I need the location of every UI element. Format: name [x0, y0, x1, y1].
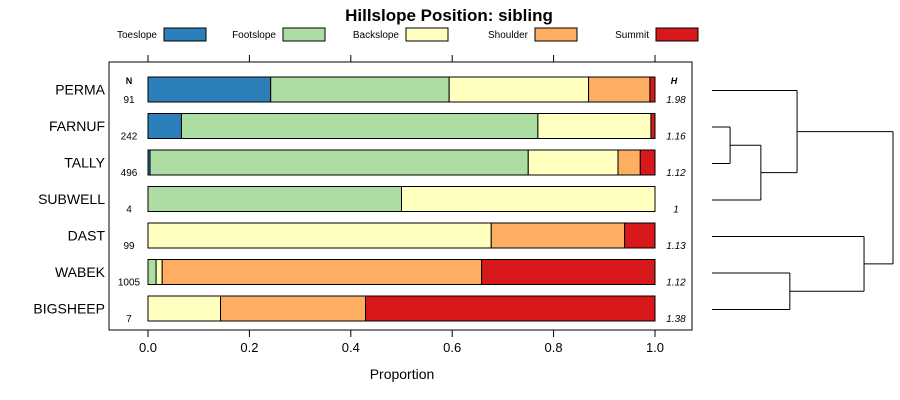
legend-label-backslope: Backslope: [353, 30, 400, 41]
n-value-subwell: 4: [126, 205, 132, 216]
x-axis: 0.0 0.2 0.4 0.6 0.8 1.0: [139, 55, 664, 355]
x-tick-label: 0.0: [139, 340, 157, 355]
bar-segment-dast-shoulder: [490, 222, 626, 249]
n-value-perma: 91: [123, 95, 135, 106]
bar-segment-subwell-footslope: [147, 186, 402, 212]
bar-segment-subwell-backslope: [401, 186, 656, 212]
bar-segment-wabek-summit: [481, 259, 656, 285]
chart-title: Hillslope Position: sibling: [345, 6, 553, 25]
legend-swatch-footslope: [282, 27, 326, 42]
bar-segment-wabek-backslope: [155, 259, 163, 285]
bar-segment-bigsheep-summit: [365, 295, 656, 322]
n-column-header: N: [126, 76, 133, 86]
x-tick-label: 0.4: [342, 340, 360, 355]
row-label-farnuf: FARNUF: [49, 118, 105, 134]
n-value-farnuf: 242: [121, 132, 138, 143]
legend-label-summit: Summit: [615, 30, 649, 41]
legend-label-toeslope: Toeslope: [117, 30, 157, 41]
bar-segment-dast-summit: [624, 222, 656, 249]
bar-segment-perma-footslope: [270, 76, 450, 103]
x-tick-label: 0.8: [545, 340, 563, 355]
h-value-bigsheep: 1.38: [666, 314, 686, 325]
bar-segment-tally-summit: [639, 149, 656, 176]
n-value-bigsheep: 7: [126, 314, 132, 325]
x-axis-label: Proportion: [370, 366, 435, 382]
bar-rows: PERMA 91 1.98 FARNUF 242 1.16 TALLY 496 1.12 SUBW…: [33, 76, 686, 325]
bar-segment-wabek-footslope: [147, 259, 157, 285]
plot-frame: [108, 61, 693, 331]
n-value-wabek: 1005: [118, 278, 141, 289]
legend-swatch-summit: [655, 27, 699, 42]
bar-segment-dast-backslope: [147, 222, 492, 249]
h-value-subwell: 1: [673, 205, 679, 216]
bar-segment-perma-backslope: [448, 76, 590, 103]
legend-swatch-backslope: [405, 27, 449, 42]
h-value-wabek: 1.12: [666, 278, 686, 289]
bar-segment-tally-backslope: [527, 149, 619, 176]
bar-segment-farnuf-backslope: [537, 113, 652, 139]
x-tick-label: 0.2: [240, 340, 258, 355]
n-value-tally: 496: [121, 168, 138, 179]
bar-segment-perma-toeslope: [147, 76, 272, 103]
bar-segment-bigsheep-backslope: [147, 295, 222, 322]
bar-segment-perma-shoulder: [588, 76, 651, 103]
legend-label-shoulder: Shoulder: [488, 30, 529, 41]
bar-segment-tally-footslope: [149, 149, 529, 176]
x-tick-label: 0.6: [443, 340, 461, 355]
h-column-header: H: [671, 76, 678, 86]
bar-segment-bigsheep-shoulder: [220, 295, 367, 322]
x-tick-label: 1.0: [646, 340, 664, 355]
h-value-perma: 1.98: [666, 95, 686, 106]
row-label-dast: DAST: [68, 228, 106, 244]
n-value-dast: 99: [123, 241, 135, 252]
row-label-tally: TALLY: [64, 155, 105, 171]
bar-segment-farnuf-summit: [650, 113, 656, 139]
legend-label-footslope: Footslope: [232, 30, 276, 41]
legend-swatch-toeslope: [163, 27, 207, 42]
dendrogram: [712, 90, 894, 310]
row-label-bigsheep: BIGSHEEP: [33, 301, 105, 317]
row-label-subwell: SUBWELL: [38, 191, 105, 207]
bar-segment-farnuf-footslope: [180, 113, 539, 139]
bar-segment-farnuf-toeslope: [147, 113, 182, 139]
h-value-tally: 1.12: [666, 168, 686, 179]
legend-swatch-shoulder: [534, 27, 578, 42]
bar-segment-perma-summit: [649, 76, 656, 103]
bar-segment-wabek-shoulder: [161, 259, 483, 285]
bar-segment-tally-shoulder: [617, 149, 641, 176]
row-label-wabek: WABEK: [55, 264, 106, 280]
legend: Toeslope Footslope Backslope Shoulder Summit: [117, 27, 699, 42]
h-value-farnuf: 1.16: [666, 132, 686, 143]
h-value-dast: 1.13: [666, 241, 686, 252]
row-label-perma: PERMA: [55, 82, 105, 98]
